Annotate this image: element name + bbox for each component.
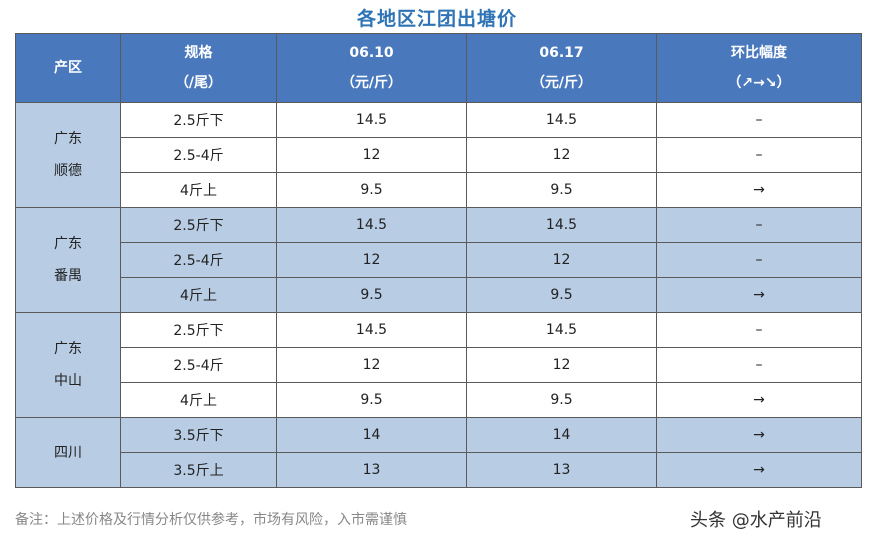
table-row: 广东 顺德 2.5斤下 14.5 14.5 – <box>15 102 862 208</box>
header-date1-line1: 06.10 <box>349 45 394 61</box>
table-row: 四川 3.5斤下 14 14 → <box>15 417 862 488</box>
price-0610-cell: 12 <box>276 242 467 278</box>
spec-cell: 4斤上 <box>120 382 277 418</box>
region-line1: 广东 <box>54 236 82 252</box>
price-0610-cell: 14.5 <box>276 102 467 138</box>
price-0617-cell: 14.5 <box>466 102 657 138</box>
region-line1: 广东 <box>54 341 82 357</box>
spec-cell: 4斤上 <box>120 172 277 208</box>
table-row: 4斤上 9.5 9.5 → <box>16 277 862 313</box>
region-cell: 广东 中山 <box>15 312 121 418</box>
change-cell: → <box>656 172 862 208</box>
header-row: 产区 规格 （/尾） 06.10 （元/斤） 06.17 （元/斤） 环比幅度 … <box>15 33 862 103</box>
spec-cell: 2.5斤下 <box>120 312 277 348</box>
price-0610-cell: 14 <box>276 417 467 453</box>
spec-cell: 2.5斤下 <box>120 207 277 243</box>
spec-cell: 3.5斤下 <box>120 417 277 453</box>
spec-cell: 2.5-4斤 <box>120 137 277 173</box>
header-change-line2: （↗→↘） <box>727 75 791 91</box>
price-0610-cell: 14.5 <box>276 312 467 348</box>
price-0610-cell: 14.5 <box>276 207 467 243</box>
disclaimer-note: 备注：上述价格及行情分析仅供参考，市场有风险，入市需谨慎 <box>15 512 407 528</box>
change-cell: – <box>656 347 862 383</box>
table-row: 3.5斤上 13 13 → <box>16 452 862 488</box>
header-spec-line2: （/尾） <box>174 75 223 91</box>
region-cell: 广东 番禺 <box>15 207 121 313</box>
spec-cell: 2.5-4斤 <box>120 242 277 278</box>
price-0617-cell: 12 <box>466 347 657 383</box>
change-cell: – <box>656 312 862 348</box>
header-spec-line1: 规格 <box>184 45 213 61</box>
price-0617-cell: 9.5 <box>466 382 657 418</box>
region-cell: 四川 <box>15 417 121 488</box>
price-0617-cell: 12 <box>466 137 657 173</box>
region-line2: 中山 <box>54 373 82 389</box>
change-cell: – <box>656 242 862 278</box>
price-table: 产区 规格 （/尾） 06.10 （元/斤） 06.17 （元/斤） 环比幅度 … <box>15 33 862 488</box>
header-date1: 06.10 （元/斤） <box>276 33 467 103</box>
header-date2: 06.17 （元/斤） <box>466 33 657 103</box>
price-0617-cell: 14.5 <box>466 207 657 243</box>
region-line1: 广东 <box>54 131 82 147</box>
header-date1-line2: （元/斤） <box>340 75 403 91</box>
price-0617-cell: 14.5 <box>466 312 657 348</box>
price-0617-cell: 9.5 <box>466 277 657 313</box>
spec-cell: 2.5斤下 <box>120 102 277 138</box>
region-cell: 广东 顺德 <box>15 102 121 208</box>
header-date2-line1: 06.17 <box>539 45 584 61</box>
price-0610-cell: 12 <box>276 347 467 383</box>
price-0610-cell: 13 <box>276 452 467 488</box>
price-0610-cell: 9.5 <box>276 277 467 313</box>
price-0610-cell: 9.5 <box>276 382 467 418</box>
change-cell: – <box>656 207 862 243</box>
change-cell: – <box>656 137 862 173</box>
table-title: 各地区江团出塘价 <box>356 8 517 30</box>
table-row: 广东 番禺 2.5斤下 14.5 14.5 – <box>15 207 862 313</box>
table-row: 4斤上 9.5 9.5 → <box>16 172 862 208</box>
change-cell: → <box>656 417 862 453</box>
change-cell: – <box>656 102 862 138</box>
header-region: 产区 <box>15 33 121 103</box>
header-date2-line2: （元/斤） <box>530 75 593 91</box>
price-0617-cell: 13 <box>466 452 657 488</box>
change-cell: → <box>656 452 862 488</box>
table-row: 2.5-4斤 12 12 – <box>16 347 862 383</box>
table-row: 2.5-4斤 12 12 – <box>16 242 862 278</box>
price-0617-cell: 14 <box>466 417 657 453</box>
header-change: 环比幅度 （↗→↘） <box>656 33 862 103</box>
change-cell: → <box>656 277 862 313</box>
header-change-line1: 环比幅度 <box>731 45 787 61</box>
spec-cell: 3.5斤上 <box>120 452 277 488</box>
price-0617-cell: 9.5 <box>466 172 657 208</box>
price-0610-cell: 9.5 <box>276 172 467 208</box>
spec-cell: 2.5-4斤 <box>120 347 277 383</box>
header-spec: 规格 （/尾） <box>120 33 277 103</box>
region-line1: 四川 <box>54 444 82 461</box>
table-row: 广东 中山 2.5斤下 14.5 14.5 – <box>15 312 862 418</box>
table-row: 2.5-4斤 12 12 – <box>16 137 862 173</box>
price-0610-cell: 12 <box>276 137 467 173</box>
region-line2: 顺德 <box>54 163 82 179</box>
watermark: 头条 @水产前沿 <box>690 510 822 531</box>
price-0617-cell: 12 <box>466 242 657 278</box>
region-line2: 番禺 <box>54 268 82 284</box>
table-row: 4斤上 9.5 9.5 → <box>16 382 862 418</box>
spec-cell: 4斤上 <box>120 277 277 313</box>
change-cell: → <box>656 382 862 418</box>
